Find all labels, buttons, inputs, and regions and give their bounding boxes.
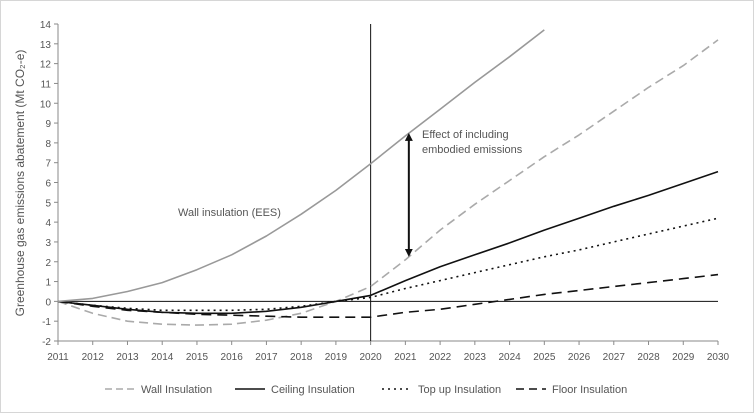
effect-annotation-line2: embodied emissions bbox=[422, 144, 523, 156]
effect-annotation-line1: Effect of including bbox=[422, 129, 509, 141]
series-line-wall-insulation-ees bbox=[57, 29, 545, 303]
y-tick-label: 14 bbox=[40, 20, 52, 31]
y-tick-label: 4 bbox=[45, 218, 51, 229]
y-tick-label: 0 bbox=[45, 297, 51, 308]
x-tick-label: 2025 bbox=[533, 352, 556, 363]
y-tick-label: 7 bbox=[45, 159, 51, 170]
x-tick-label: 2024 bbox=[498, 352, 521, 363]
x-tick-label: 2023 bbox=[464, 352, 487, 363]
series-line-ceiling-insulation bbox=[57, 170, 719, 315]
y-tick-label: 12 bbox=[40, 60, 52, 71]
x-tick-label: 2017 bbox=[255, 352, 278, 363]
x-tick-label: 2029 bbox=[672, 352, 695, 363]
x-tick-label: 2021 bbox=[394, 352, 417, 363]
x-tick-label: 2019 bbox=[325, 352, 348, 363]
x-tick-label: 2013 bbox=[116, 352, 139, 363]
x-tick-label: 2011 bbox=[47, 352, 69, 363]
y-tick-label: 3 bbox=[45, 238, 51, 249]
legend-label: Wall Insulation bbox=[141, 384, 212, 396]
y-tick-label: -2 bbox=[42, 337, 51, 348]
x-tick-label: 2012 bbox=[82, 352, 105, 363]
x-tick-label: 2016 bbox=[221, 352, 244, 363]
x-tick-label: 2028 bbox=[637, 352, 660, 363]
ees-series-label: Wall insulation (EES) bbox=[178, 207, 281, 219]
x-tick-label: 2014 bbox=[151, 352, 174, 363]
x-tick-label: 2027 bbox=[603, 352, 626, 363]
y-tick-label: 13 bbox=[40, 40, 52, 51]
y-tick-label: -1 bbox=[42, 317, 51, 328]
y-tick-label: 10 bbox=[40, 99, 52, 110]
x-tick-label: 2026 bbox=[568, 352, 591, 363]
x-tick-label: 2020 bbox=[360, 352, 383, 363]
y-tick-label: 6 bbox=[45, 179, 51, 190]
y-axis-label: Greenhouse gas emissions abatement (Mt C… bbox=[13, 50, 27, 317]
y-tick-label: 11 bbox=[41, 79, 52, 90]
x-tick-label: 2018 bbox=[290, 352, 313, 363]
x-tick-label: 2022 bbox=[429, 352, 452, 363]
legend-label: Ceiling Insulation bbox=[271, 384, 355, 396]
x-tick-label: 2015 bbox=[186, 352, 209, 363]
series-line-wall-insulation bbox=[57, 39, 719, 326]
legend-label: Floor Insulation bbox=[552, 384, 627, 396]
y-tick-label: 8 bbox=[45, 139, 51, 150]
y-tick-label: 5 bbox=[45, 198, 51, 209]
y-tick-label: 2 bbox=[45, 258, 51, 269]
legend-label: Top up Insulation bbox=[418, 384, 501, 396]
y-tick-label: 9 bbox=[45, 119, 51, 130]
x-tick-label: 2030 bbox=[707, 352, 730, 363]
y-tick-label: 1 bbox=[45, 278, 51, 289]
series-line-top-up-insulation bbox=[57, 217, 719, 312]
series-line-floor-insulation bbox=[57, 273, 719, 318]
